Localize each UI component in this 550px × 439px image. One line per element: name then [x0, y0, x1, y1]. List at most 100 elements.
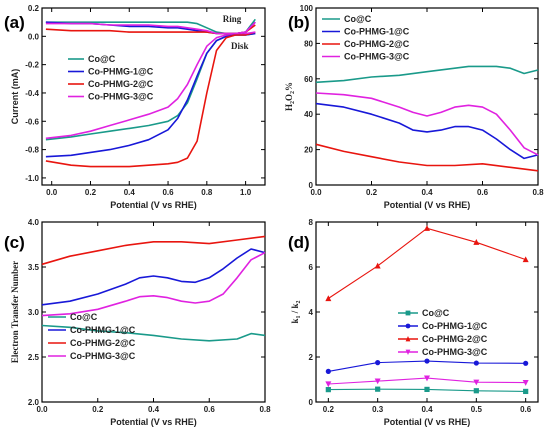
y-tick-label: 0 — [309, 181, 314, 190]
legend: Co@C Co-PHMG-1@C Co-PHMG-2@C Co-PHMG-3@C — [48, 312, 136, 361]
x-tick-label: 0.4 — [421, 188, 433, 197]
x-tick-label: 0.6 — [204, 405, 216, 414]
y-axis-label: Current (mA) — [10, 69, 20, 125]
y-axis-label-part: 1 — [296, 316, 302, 319]
legend: Co@C Co-PHMG-1@C Co-PHMG-2@C Co-PHMG-3@C — [322, 14, 410, 62]
legend-label: Co@C — [422, 308, 450, 318]
data-point — [424, 375, 430, 382]
series-line — [327, 227, 526, 299]
y-tick-label: 0.2 — [28, 4, 40, 13]
x-tick-label: 0.6 — [520, 405, 532, 414]
series-group — [325, 225, 529, 395]
y-tick-label: 0.0 — [28, 32, 40, 41]
y-tick-label: 3.0 — [28, 308, 40, 317]
legend: Co@C Co-PHMG-1@C Co-PHMG-2@C Co-PHMG-3@C — [398, 308, 488, 357]
y-axis-label-part: 2 — [290, 91, 296, 94]
series-line — [41, 324, 266, 342]
panel-label: (d) — [288, 233, 310, 252]
legend-label: Co-PHMG-3@C — [422, 347, 488, 357]
y-axis-label-part: 2 — [290, 101, 296, 104]
legend-label: Co-PHMG-1@C — [88, 67, 154, 77]
panel-label: (a) — [4, 13, 25, 32]
legend-label: Co-PHMG-1@C — [422, 321, 488, 331]
data-point — [522, 380, 529, 386]
x-tick-label: 0.3 — [372, 405, 384, 414]
y-tick-label: 80 — [304, 39, 313, 48]
x-tick-label: 0.0 — [36, 405, 48, 414]
data-point — [473, 360, 479, 366]
y-axis-label-part: % — [284, 82, 294, 91]
x-tick-label: 0.6 — [162, 188, 174, 197]
legend-label: Co@C — [70, 312, 98, 322]
data-point — [375, 360, 381, 366]
legend-label: Co-PHMG-1@C — [344, 27, 410, 37]
y-tick-label: 8 — [309, 218, 314, 227]
y-tick-label: 2.0 — [28, 398, 40, 407]
y-axis-label-part: 2 — [296, 300, 302, 303]
x-axis-label: Potential (V vs RHE) — [384, 417, 471, 427]
series-group — [315, 65, 539, 172]
y-tick-label: 20 — [304, 146, 313, 155]
data-point — [424, 225, 430, 231]
data-point — [375, 386, 381, 392]
x-tick-label: 0.2 — [92, 405, 104, 414]
series-group — [41, 235, 266, 342]
y-axis-label-part: k — [290, 319, 300, 324]
x-axis-label: Potential (V vs RHE) — [110, 417, 197, 427]
x-tick-label: 0.4 — [148, 405, 160, 414]
y-tick-label: 6 — [309, 263, 314, 272]
panel-label: (c) — [4, 233, 25, 252]
series-line — [41, 235, 266, 266]
y-axis-label: Electron Transfer Number — [10, 261, 20, 363]
data-point — [522, 256, 529, 263]
y-tick-label: -1.0 — [25, 174, 39, 183]
legend: Co@C Co-PHMG-1@C Co-PHMG-2@C Co-PHMG-3@C — [68, 54, 154, 102]
legend-label: Co-PHMG-1@C — [70, 325, 136, 335]
series-line — [315, 102, 539, 160]
panel-1: 0.0 0.2 0.4 0.6 0.8 0 20 40 60 80 100 Potential (V … — [284, 4, 544, 210]
x-axis-label: Potential (V vs RHE) — [110, 200, 197, 210]
series-line — [315, 92, 539, 156]
data-point — [325, 387, 331, 393]
x-tick-label: 0.2 — [323, 405, 335, 414]
legend-marker — [405, 310, 411, 316]
series-line — [45, 31, 256, 168]
legend-marker — [405, 323, 411, 329]
legend-label: Co-PHMG-2@C — [88, 79, 154, 89]
y-tick-label: 2.5 — [28, 353, 40, 362]
y-tick-label: 4.0 — [28, 218, 40, 227]
series-line — [315, 65, 539, 84]
data-point — [325, 295, 332, 302]
data-point — [424, 386, 430, 392]
plot-frame — [41, 7, 266, 186]
data-point — [473, 388, 479, 394]
x-tick-label: 0.5 — [471, 405, 483, 414]
legend-label: Co-PHMG-2@C — [422, 334, 488, 344]
x-tick-label: 1.0 — [240, 188, 252, 197]
data-point — [523, 360, 529, 366]
data-point — [523, 388, 529, 395]
panel-3: 0.2 0.3 0.4 0.5 0.6 0 2 4 6 8 Potential (V vs RHE)… — [288, 218, 539, 427]
data-point — [374, 378, 381, 385]
panel-2: 0.0 0.2 0.4 0.6 0.8 4.0 3.5 3.0 2.5 2.0 Potential … — [4, 218, 271, 427]
data-point — [325, 381, 332, 388]
legend-label: Co-PHMG-3@C — [344, 52, 410, 62]
legend-marker — [405, 336, 411, 342]
x-tick-label: 0.0 — [310, 188, 322, 197]
y-tick-label: 4 — [309, 308, 314, 317]
legend-label: Co-PHMG-2@C — [344, 39, 410, 49]
y-tick-label: -0.8 — [25, 146, 39, 155]
panel-label: (b) — [288, 13, 310, 32]
series-line — [41, 248, 266, 306]
legend-label: Co-PHMG-2@C — [70, 338, 136, 348]
y-tick-label: -0.6 — [25, 117, 39, 126]
y-tick-label: 60 — [304, 75, 313, 84]
x-tick-label: 0.6 — [477, 188, 489, 197]
legend-label: Co-PHMG-3@C — [70, 351, 136, 361]
y-tick-label: 0 — [309, 398, 314, 407]
y-tick-label: -0.4 — [25, 89, 39, 98]
data-point — [374, 262, 381, 269]
series-line — [41, 251, 266, 317]
panel-0: 0.0 0.2 0.4 0.6 0.8 1.0 0.2 0.0 -0.2 -0.4 -0.6 -0.8… — [4, 4, 266, 210]
